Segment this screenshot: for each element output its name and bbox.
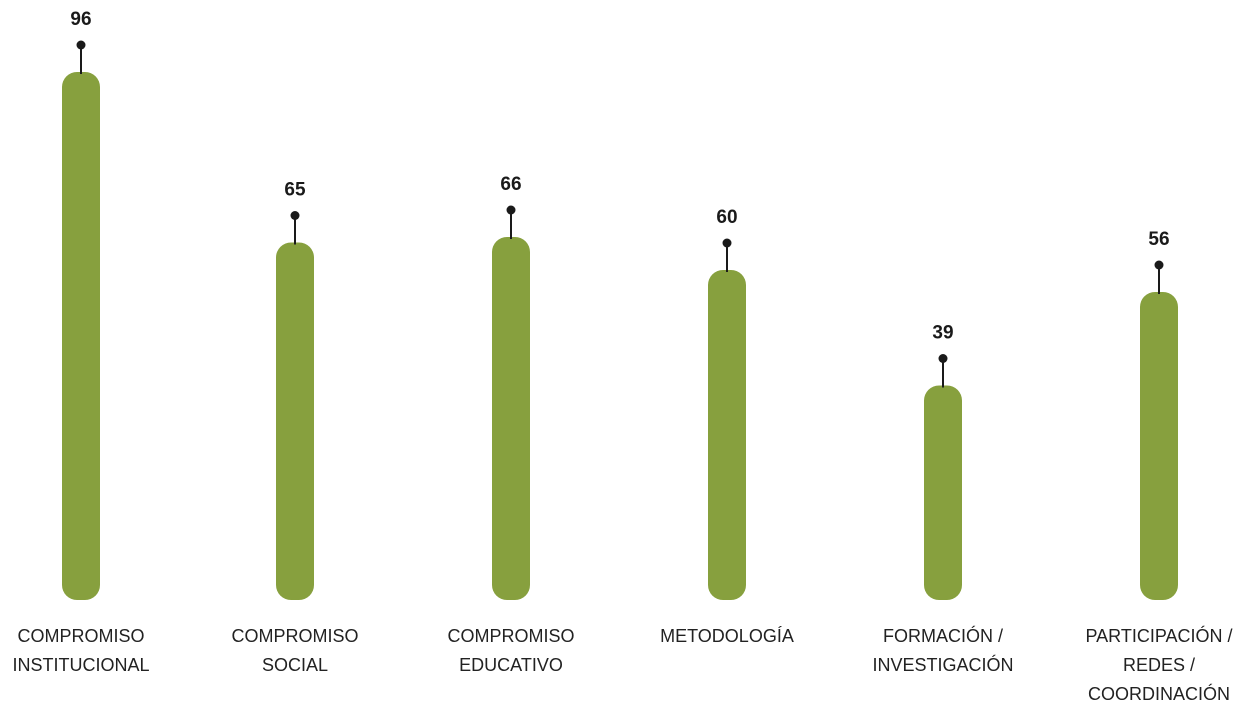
bar-marker-dot <box>290 211 300 220</box>
category-label-line: COMPROMISO <box>447 626 574 646</box>
category-label: COMPROMISO EDUCATIVO <box>447 626 574 675</box>
bar-marker-dot <box>938 354 948 363</box>
category-label: COMPROMISO INSTITUCIONAL <box>12 626 149 675</box>
category-label-line: INVESTIGACIÓN <box>872 654 1013 675</box>
bar-marker-dot <box>1154 260 1164 270</box>
category-label: FORMACIÓN / INVESTIGACIÓN <box>872 625 1013 675</box>
bar-marker-dot <box>76 40 86 50</box>
bar <box>924 385 962 600</box>
value-label: 39 <box>932 323 953 344</box>
category-label-line: EDUCATIVO <box>459 655 563 675</box>
category-label: METODOLOGÍA <box>660 626 794 646</box>
bar <box>62 72 100 600</box>
value-label: 65 <box>284 180 306 201</box>
category-label: PARTICIPACIÓN / REDES / COORDINACIÓN <box>1085 625 1232 702</box>
category-label-line: REDES / <box>1123 655 1195 675</box>
category-label-line: COORDINACIÓN <box>1088 683 1230 702</box>
category-label-line: PARTICIPACIÓN / <box>1085 625 1232 646</box>
category-label: COMPROMISO SOCIAL <box>231 626 358 675</box>
category-label-line: FORMACIÓN / <box>883 625 1003 646</box>
bar <box>1140 292 1178 600</box>
category-label-line: COMPROMISO <box>17 626 144 646</box>
value-label: 56 <box>1148 229 1169 250</box>
category-label-line: METODOLOGÍA <box>660 626 794 646</box>
bar <box>276 242 314 600</box>
category-label-line: COMPROMISO <box>231 626 358 646</box>
bar <box>708 270 746 600</box>
value-label: 96 <box>70 9 91 30</box>
bar-marker-dot <box>506 205 516 215</box>
bar <box>492 237 530 600</box>
bars-group: 96 65 66 60 39 56 <box>62 9 1178 600</box>
value-label: 66 <box>500 174 521 195</box>
category-label-line: INSTITUCIONAL <box>12 655 149 675</box>
category-label-line: SOCIAL <box>262 655 328 675</box>
bar-marker-dot <box>722 238 732 248</box>
value-label: 60 <box>716 207 737 228</box>
